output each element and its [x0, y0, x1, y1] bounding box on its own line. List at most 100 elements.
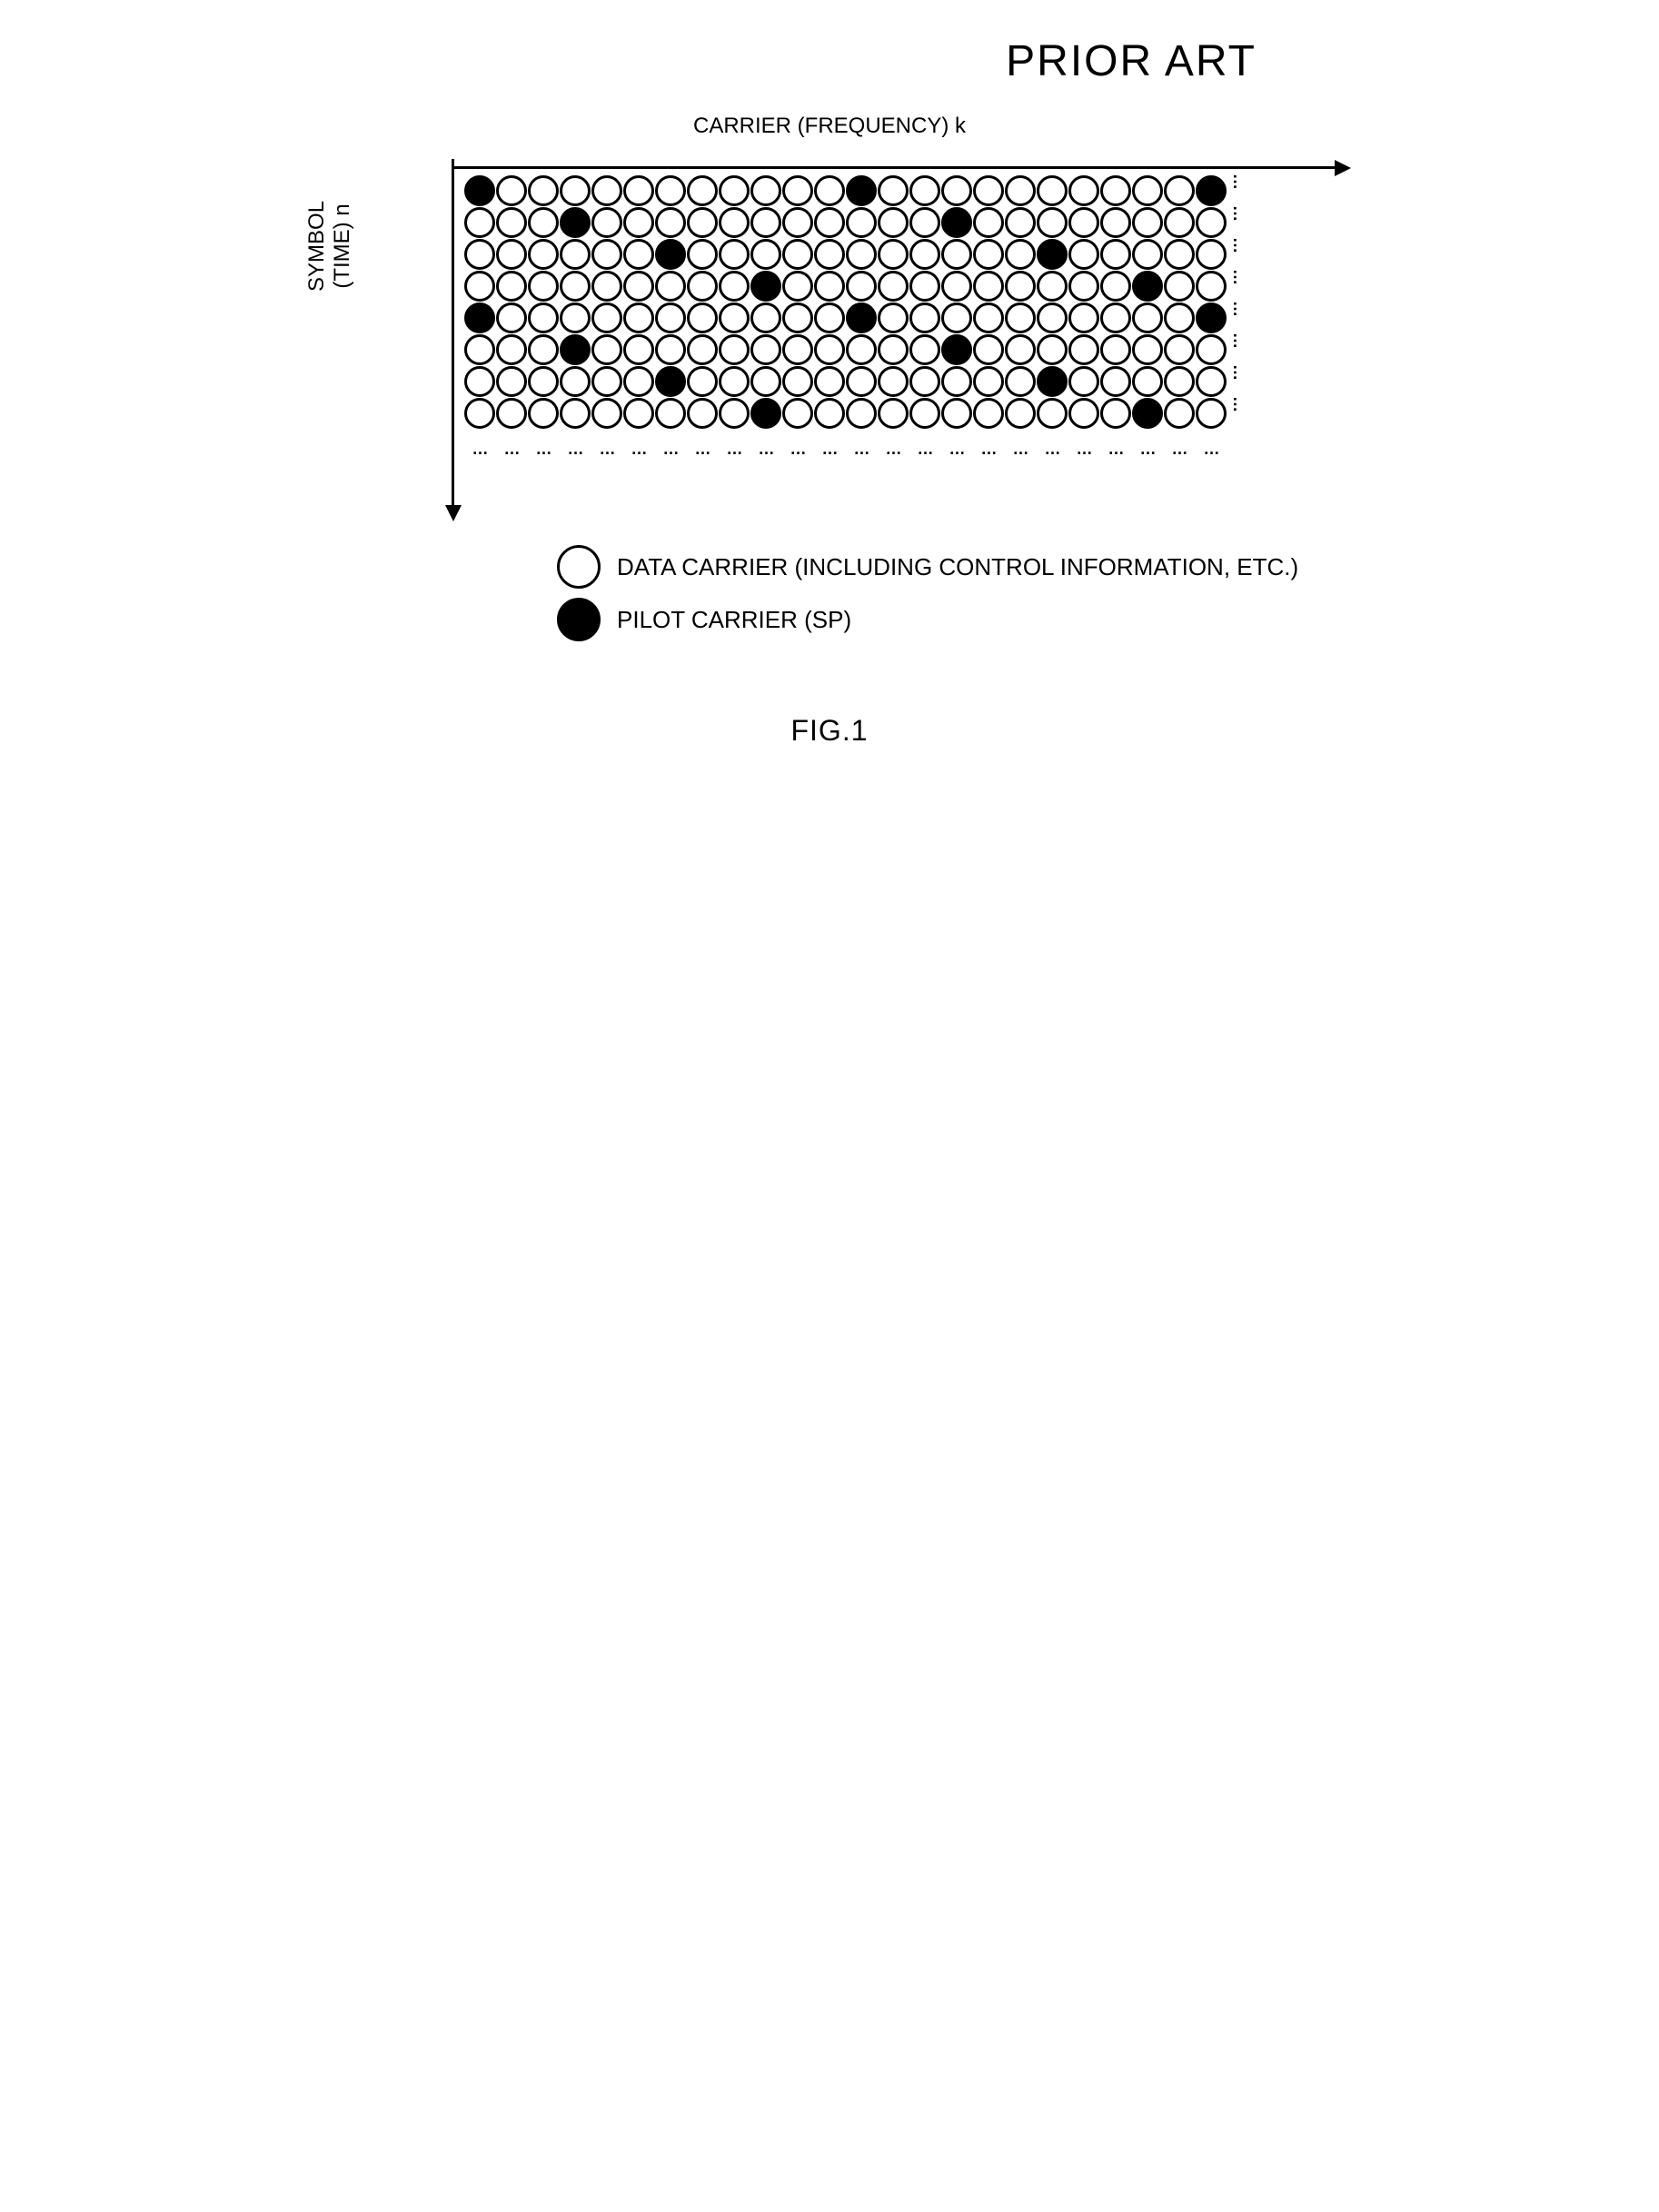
data-carrier-icon	[1196, 366, 1227, 397]
grid-cell	[653, 237, 688, 272]
grid-cell	[1162, 301, 1197, 335]
data-carrier-icon	[814, 303, 845, 333]
data-carrier-icon	[846, 239, 877, 270]
grid-cell	[939, 174, 974, 208]
pilot-carrier-icon	[655, 366, 686, 397]
data-carrier-icon	[846, 271, 877, 302]
grid-cell	[908, 396, 942, 431]
data-carrier-icon	[623, 239, 654, 270]
grid-cell	[494, 237, 529, 272]
grid-cell	[653, 364, 688, 399]
grid-cell	[844, 174, 879, 208]
figure-wrap: CARRIER (FREQUENCY) k SYMBOL (TIME) n ………	[330, 123, 1329, 500]
grid-cell	[1194, 174, 1228, 208]
data-carrier-icon	[1005, 398, 1036, 429]
data-carrier-icon	[687, 366, 718, 397]
continuation-dots-icon: …	[1162, 428, 1197, 466]
grid-cell	[590, 269, 624, 303]
grid-cell	[590, 237, 624, 272]
data-carrier-icon	[1037, 207, 1068, 238]
data-carrier-icon	[814, 366, 845, 397]
grid-cell	[780, 237, 815, 272]
grid-cell	[1194, 332, 1228, 367]
data-carrier-icon	[591, 303, 622, 333]
data-carrier-icon	[878, 398, 909, 429]
grid-cell	[1162, 332, 1197, 367]
data-carrier-icon	[655, 398, 686, 429]
data-carrier-icon	[1005, 207, 1036, 238]
data-carrier-icon	[528, 303, 559, 333]
grid-cell	[1003, 301, 1038, 335]
data-carrier-icon	[528, 334, 559, 365]
grid-cell	[1130, 332, 1165, 367]
grid-cell	[749, 269, 783, 303]
data-carrier-icon	[496, 366, 527, 397]
grid-cell	[844, 364, 879, 399]
data-carrier-icon	[591, 271, 622, 302]
grid-cell	[685, 237, 720, 272]
page-title: PRIOR ART	[330, 36, 1329, 86]
grid-cell	[653, 332, 688, 367]
pilot-carrier-icon	[557, 598, 601, 641]
grid-cell	[462, 364, 497, 399]
grid-cell	[1035, 269, 1069, 303]
grid-cell	[621, 174, 656, 208]
data-carrier-icon	[1164, 398, 1195, 429]
grid-cell	[685, 174, 720, 208]
data-carrier-icon	[560, 366, 591, 397]
pilot-carrier-icon	[1132, 398, 1163, 429]
data-carrier-icon	[846, 334, 877, 365]
grid-cell	[494, 174, 529, 208]
continuation-dots-icon: …	[621, 428, 656, 466]
data-carrier-icon	[496, 271, 527, 302]
pilot-carrier-icon	[1196, 175, 1227, 206]
data-carrier-icon	[878, 175, 909, 206]
data-carrier-icon	[528, 271, 559, 302]
grid-cell	[685, 396, 720, 431]
data-carrier-icon	[909, 271, 940, 302]
grid-cell	[939, 269, 974, 303]
grid-cell	[621, 237, 656, 272]
data-carrier-icon	[750, 207, 781, 238]
grid-row: …	[462, 301, 1257, 332]
grid-cell	[1098, 364, 1133, 399]
grid-cell	[876, 205, 910, 240]
grid-cell	[939, 396, 974, 431]
data-carrier-icon	[1132, 334, 1163, 365]
grid-cell	[749, 332, 783, 367]
data-carrier-icon	[719, 366, 750, 397]
grid-row: …	[462, 396, 1257, 428]
grid-cell	[462, 205, 497, 240]
grid-cell	[876, 301, 910, 335]
data-carrier-icon	[1164, 366, 1195, 397]
data-carrier-icon	[973, 366, 1004, 397]
data-carrier-icon	[591, 398, 622, 429]
data-carrier-icon	[719, 175, 750, 206]
legend-label: PILOT CARRIER (SP)	[617, 606, 851, 634]
grid-cell	[1162, 174, 1197, 208]
pilot-carrier-icon	[750, 271, 781, 302]
data-carrier-icon	[750, 175, 781, 206]
grid-cell	[971, 332, 1006, 367]
grid-cell	[685, 301, 720, 335]
data-carrier-icon	[557, 545, 601, 589]
grid-cell	[1130, 269, 1165, 303]
data-carrier-icon	[909, 207, 940, 238]
grid-cell	[494, 205, 529, 240]
data-carrier-icon	[941, 398, 972, 429]
grid-cell	[653, 205, 688, 240]
data-carrier-icon	[1100, 239, 1131, 270]
grid-cell	[462, 301, 497, 335]
data-carrier-icon	[528, 207, 559, 238]
data-carrier-icon	[1037, 398, 1068, 429]
data-carrier-icon	[623, 271, 654, 302]
data-carrier-icon	[973, 239, 1004, 270]
grid-cell	[876, 364, 910, 399]
data-carrier-icon	[464, 398, 495, 429]
data-carrier-icon	[1005, 271, 1036, 302]
data-carrier-icon	[878, 207, 909, 238]
grid-cell	[526, 269, 561, 303]
grid-cell	[1162, 269, 1197, 303]
data-carrier-icon	[878, 303, 909, 333]
pilot-carrier-icon	[560, 334, 591, 365]
